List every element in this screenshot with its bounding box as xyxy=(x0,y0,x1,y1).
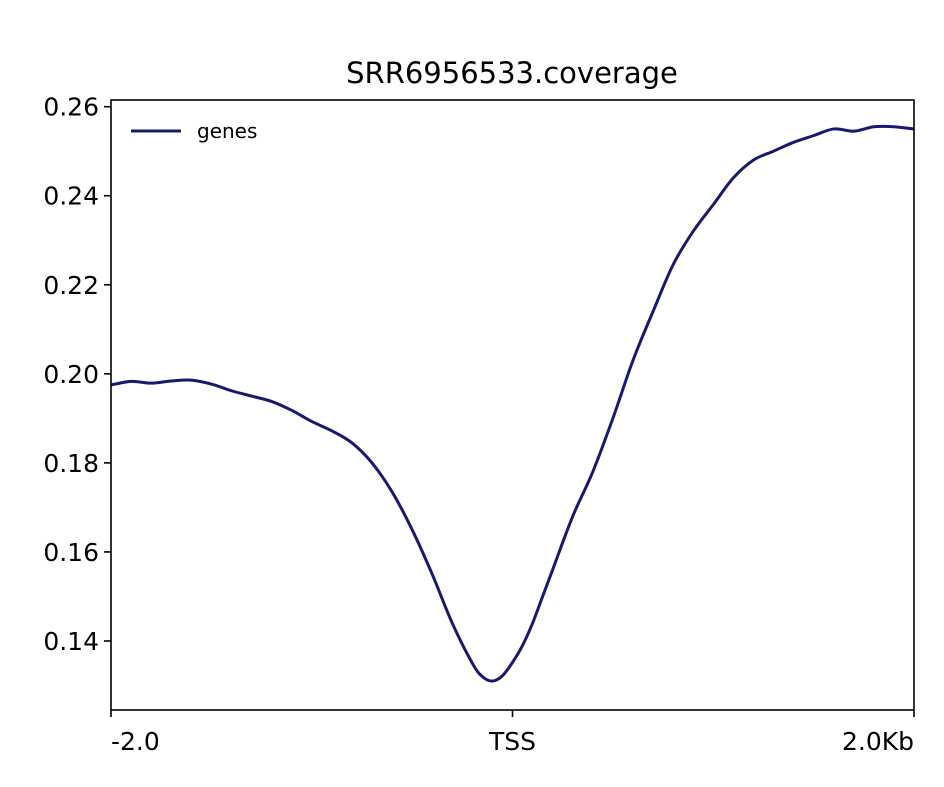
x-tick-label: TSS xyxy=(488,727,536,756)
y-tick-label: 0.14 xyxy=(43,627,99,656)
plot-area xyxy=(110,124,915,683)
legend: genes xyxy=(131,119,257,143)
chart-title: SRR6956533.coverage xyxy=(346,56,678,90)
y-tick-label: 0.24 xyxy=(43,182,99,211)
y-tick-label: 0.22 xyxy=(43,271,99,300)
series-line-genes xyxy=(110,124,915,683)
legend-label-genes: genes xyxy=(197,119,257,143)
y-tick-label: 0.26 xyxy=(43,93,99,122)
y-tick-label: 0.18 xyxy=(43,449,99,478)
y-tick-label: 0.20 xyxy=(43,360,99,389)
plot-frame xyxy=(110,99,915,711)
x-tick-label: 2.0Kb xyxy=(842,727,914,756)
y-axis: 0.14 0.16 0.18 0.20 0.22 0.24 0.26 xyxy=(43,93,111,656)
x-axis: -2.0 TSS 2.0Kb xyxy=(110,710,915,756)
y-tick-label: 0.16 xyxy=(43,538,99,567)
x-tick-label: -2.0 xyxy=(111,727,160,756)
